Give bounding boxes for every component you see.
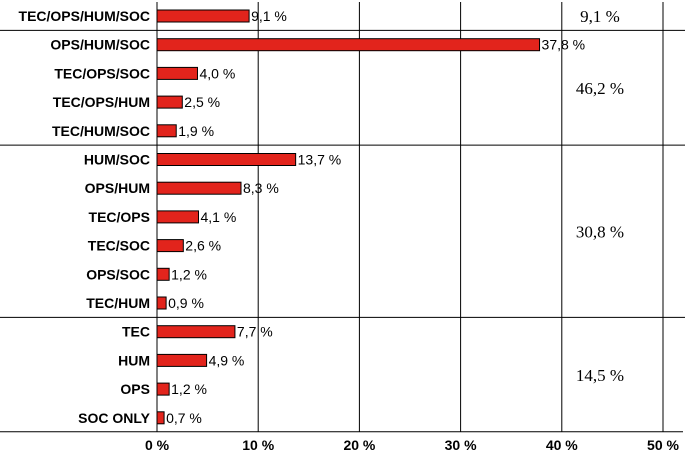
value-label: 1,9 % bbox=[178, 123, 214, 139]
category-label: TEC bbox=[122, 324, 150, 340]
value-label: 8,3 % bbox=[243, 180, 279, 196]
bar bbox=[156, 411, 165, 425]
bar bbox=[156, 9, 250, 23]
x-tick-label: 40 % bbox=[546, 437, 578, 453]
value-label: 1,2 % bbox=[171, 266, 207, 282]
bar bbox=[156, 124, 177, 138]
bar bbox=[156, 353, 208, 367]
category-label: OPS/SOC bbox=[86, 266, 150, 282]
category-label: TEC/HUM bbox=[86, 295, 150, 311]
value-label: 4,0 % bbox=[199, 65, 235, 81]
bar bbox=[156, 239, 184, 253]
value-label: 13,7 % bbox=[298, 152, 342, 168]
bar bbox=[156, 210, 199, 224]
x-tick-label: 50 % bbox=[647, 437, 679, 453]
category-label: TEC/OPS/SOC bbox=[54, 65, 150, 81]
bar bbox=[156, 267, 170, 281]
category-label: TEC/OPS bbox=[89, 209, 150, 225]
group-total-label: 14,5 % bbox=[576, 366, 624, 385]
category-label: HUM/SOC bbox=[84, 152, 150, 168]
category-label: TEC/OPS/HUM bbox=[53, 94, 150, 110]
bar bbox=[156, 382, 170, 396]
category-label: TEC/HUM/SOC bbox=[52, 123, 150, 139]
value-label: 2,6 % bbox=[185, 238, 221, 254]
value-label: 4,1 % bbox=[200, 209, 236, 225]
x-tick-label: 20 % bbox=[343, 437, 375, 453]
category-label: OPS/HUM/SOC bbox=[50, 37, 150, 53]
group-total-label: 9,1 % bbox=[580, 7, 620, 26]
category-label: HUM bbox=[118, 352, 150, 368]
value-label: 1,2 % bbox=[171, 381, 207, 397]
bar bbox=[156, 325, 236, 339]
x-tick-label: 30 % bbox=[445, 437, 477, 453]
category-label: TEC/OPS/HUM/SOC bbox=[19, 8, 150, 24]
category-label: OPS bbox=[120, 381, 150, 397]
value-label: 4,9 % bbox=[209, 352, 245, 368]
category-label: SOC ONLY bbox=[78, 410, 150, 426]
bar bbox=[156, 66, 198, 80]
value-label: 9,1 % bbox=[251, 8, 287, 24]
value-label: 0,9 % bbox=[168, 295, 204, 311]
bar bbox=[156, 95, 183, 109]
category-label: TEC/SOC bbox=[88, 238, 150, 254]
category-label: OPS/HUM bbox=[85, 180, 150, 196]
group-total-label: 46,2 % bbox=[576, 79, 624, 98]
value-label: 2,5 % bbox=[184, 94, 220, 110]
value-label: 37,8 % bbox=[542, 37, 586, 53]
bar bbox=[156, 181, 242, 195]
x-tick-label: 10 % bbox=[242, 437, 274, 453]
value-label: 7,7 % bbox=[237, 324, 273, 340]
value-label: 0,7 % bbox=[166, 410, 202, 426]
x-tick-label: 0 % bbox=[145, 437, 170, 453]
bar bbox=[156, 38, 541, 52]
bar bbox=[156, 153, 297, 166]
group-total-label: 30,8 % bbox=[576, 222, 624, 241]
bar bbox=[156, 296, 167, 310]
